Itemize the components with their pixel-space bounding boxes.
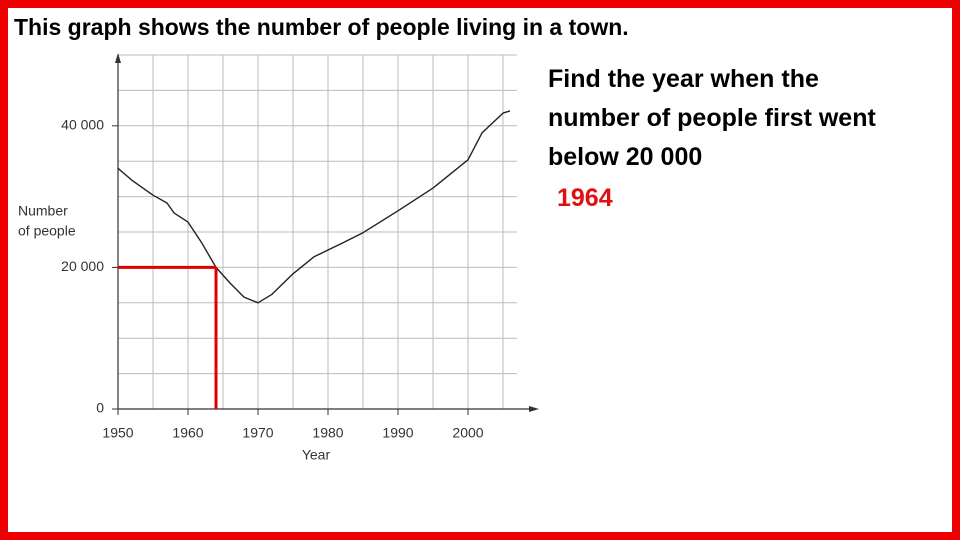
x-tick-label: 1980 [312, 425, 343, 441]
y-axis-label: Number [18, 203, 68, 219]
data-line [117, 110, 511, 304]
question-line: number of people first went [548, 104, 876, 132]
x-tick-label: 2000 [452, 425, 483, 441]
question-line: Find the year when the [548, 65, 819, 93]
x-tick-label: 1960 [172, 425, 203, 441]
heading: This graph shows the number of people li… [14, 14, 629, 40]
x-tick-label: 1950 [102, 425, 133, 441]
y-axis-label: of people [18, 223, 76, 239]
y-tick-label: 20 000 [61, 258, 104, 274]
y-tick-label: 40 000 [61, 117, 104, 133]
question: Find the year when the number of people … [548, 60, 876, 177]
y-axis-arrow [115, 53, 121, 63]
question-line: below 20 000 [548, 143, 703, 171]
x-tick-label: 1990 [382, 425, 413, 441]
y-tick-label: 0 [96, 400, 104, 416]
answer: 1964 [557, 184, 613, 212]
x-tick-label: 1970 [242, 425, 273, 441]
x-axis-label: Year [302, 447, 331, 463]
x-axis-arrow [529, 406, 539, 412]
